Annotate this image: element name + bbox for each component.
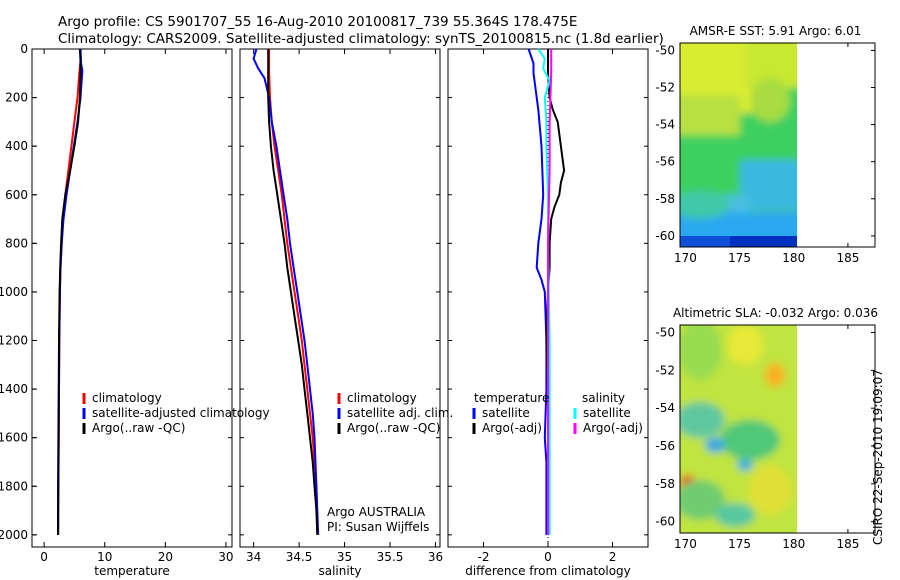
map-y-tick-label: -58 — [655, 192, 675, 206]
difference-series-temp-argo — [545, 49, 566, 535]
difference-series-sal-satellite — [537, 48, 551, 535]
map-x-tick-label: 170 — [674, 537, 697, 551]
salinity-series-argo — [267, 49, 319, 535]
legend-label: satellite — [482, 406, 530, 420]
depth-tick-label: 200 — [5, 91, 28, 105]
map-y-tick-label: -50 — [655, 43, 675, 57]
x-tick-label: 34.5 — [286, 550, 313, 564]
temperature-panel — [31, 48, 233, 548]
difference-xlabel: difference from climatology — [465, 564, 631, 578]
depth-tick-label: 1400 — [0, 382, 28, 396]
side-note: CSIRO 22-Sep-2010 19:09:07 — [871, 369, 885, 545]
map-x-tick-label: 185 — [836, 251, 859, 265]
x-tick-label: 2 — [609, 550, 617, 564]
legend-label: satellite adj. clim. — [347, 406, 453, 420]
difference-series-sal-argo — [547, 49, 553, 535]
header-line2: Climatology: CARS2009. Satellite-adjuste… — [58, 31, 664, 47]
depth-tick-label: 1000 — [0, 285, 28, 299]
map-x-tick-label: 180 — [782, 251, 805, 265]
sst-frame — [679, 42, 876, 248]
x-tick-label: 0 — [40, 550, 48, 564]
map-y-tick-label: -56 — [655, 155, 675, 169]
legend-label: climatology — [92, 391, 162, 405]
depth-tick-label: 0 — [20, 42, 28, 56]
legend-label: Argo(..raw -QC) — [347, 421, 440, 435]
map-x-tick-label: 175 — [728, 251, 751, 265]
map-y-tick-label: -50 — [655, 326, 675, 340]
map-x-tick-label: 180 — [782, 537, 805, 551]
salinity-xlabel: salinity — [318, 564, 361, 578]
salinity-series-satellite — [252, 48, 320, 535]
legend-label: Argo(-adj) — [482, 421, 542, 435]
legend-label: climatology — [347, 391, 417, 405]
x-tick-label: 0 — [544, 550, 552, 564]
map-y-tick-label: -58 — [655, 477, 675, 491]
sla-title: Altimetric SLA: -0.032 Argo: 0.036 — [673, 306, 878, 320]
x-tick-label: 30 — [218, 550, 233, 564]
legend-label: salinity — [582, 391, 625, 405]
x-tick-label: 34 — [246, 550, 261, 564]
sla-frame — [679, 324, 876, 534]
legend-label: satellite-adjusted climatology — [92, 406, 270, 420]
depth-tick-label: 600 — [5, 188, 28, 202]
x-tick-label: 35.5 — [377, 550, 404, 564]
map-y-tick-label: -60 — [655, 515, 675, 529]
depth-tick-label: 400 — [5, 139, 28, 153]
depth-tick-label: 1800 — [0, 479, 28, 493]
depth-tick-label: 1600 — [0, 431, 28, 445]
map-x-tick-label: 175 — [728, 537, 751, 551]
map-y-tick-label: -54 — [655, 118, 675, 132]
x-tick-label: 36 — [428, 550, 443, 564]
temperature-series-argo — [57, 48, 82, 535]
depth-tick-label: 2000 — [0, 528, 28, 542]
legend-label: satellite — [583, 406, 631, 420]
header-line1: Argo profile: CS 5901707_55 16-Aug-2010 … — [58, 14, 577, 30]
temperature-xlabel: temperature — [94, 564, 169, 578]
depth-tick-label: 800 — [5, 236, 28, 250]
sst-title: AMSR-E SST: 5.91 Argo: 6.01 — [690, 24, 862, 38]
map-y-tick-label: -52 — [655, 363, 675, 377]
legend-label: Argo(-adj) — [583, 421, 643, 435]
map-y-tick-label: -54 — [655, 401, 675, 415]
annotation-line: Argo AUSTRALIA — [327, 505, 426, 519]
map-y-tick-label: -60 — [655, 229, 675, 243]
map-y-tick-label: -56 — [655, 439, 675, 453]
x-tick-label: 10 — [97, 550, 112, 564]
map-x-tick-label: 170 — [674, 251, 697, 265]
difference-series-temp-satellite — [527, 48, 548, 535]
salinity-series-climatology — [268, 49, 319, 535]
x-tick-label: 20 — [158, 550, 173, 564]
map-y-tick-label: -52 — [655, 81, 675, 95]
sla-heatmap — [680, 325, 797, 533]
sst-heatmap — [680, 43, 797, 247]
x-tick-label: 35 — [337, 550, 352, 564]
x-tick-label: -2 — [477, 550, 489, 564]
legend-label: Argo(..raw -QC) — [92, 421, 185, 435]
depth-tick-label: 1200 — [0, 334, 28, 348]
legend-label: temperature — [474, 391, 549, 405]
salinity-panel — [239, 48, 441, 548]
annotation-line: PI: Susan Wijffels — [327, 520, 429, 534]
map-x-tick-label: 185 — [836, 537, 859, 551]
